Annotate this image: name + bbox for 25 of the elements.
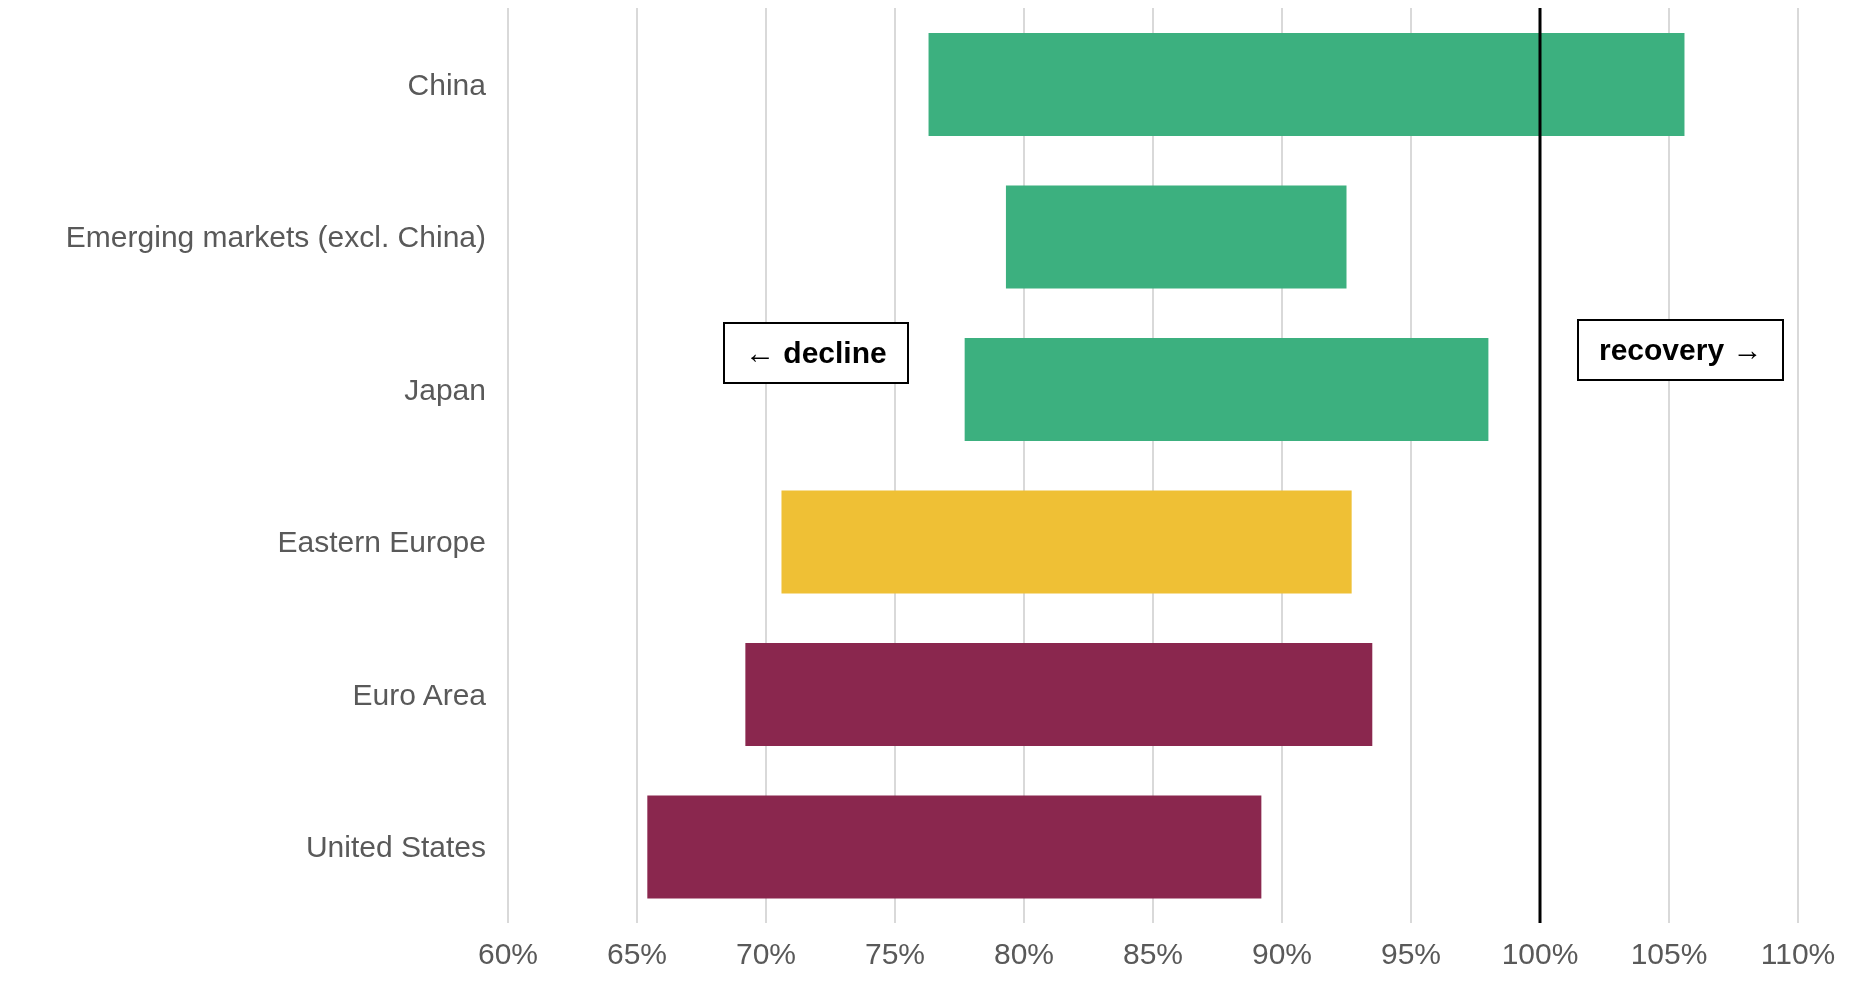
x-tick-label: 60% <box>477 937 539 971</box>
bar <box>745 643 1373 746</box>
bar <box>781 490 1352 594</box>
bar <box>928 33 1685 136</box>
y-tick-label: United States <box>305 830 486 864</box>
y-tick-label: China <box>407 67 487 101</box>
x-tick-label: 70% <box>735 937 797 971</box>
x-tick-label: 95% <box>1380 937 1442 971</box>
x-tick-label: 85% <box>1122 937 1184 971</box>
bar <box>964 338 1489 441</box>
bar <box>1005 185 1347 289</box>
y-tick-label: Japan <box>404 372 486 406</box>
x-tick-label: 110% <box>1760 937 1836 971</box>
annotation: ← decline <box>723 322 909 384</box>
y-tick-label: Emerging markets (excl. China) <box>65 220 486 254</box>
bar <box>647 795 1262 899</box>
y-tick-label: Euro Area <box>352 677 487 711</box>
x-tick-label: 80% <box>993 937 1055 971</box>
x-tick-label: 65% <box>606 937 668 971</box>
x-tick-label: 90% <box>1251 937 1313 971</box>
x-tick-label: 75% <box>864 937 926 971</box>
x-tick-label: 100% <box>1501 937 1579 971</box>
annotation: recovery → <box>1577 319 1785 381</box>
x-tick-label: 105% <box>1630 937 1708 971</box>
y-tick-label: Eastern Europe <box>277 525 486 559</box>
